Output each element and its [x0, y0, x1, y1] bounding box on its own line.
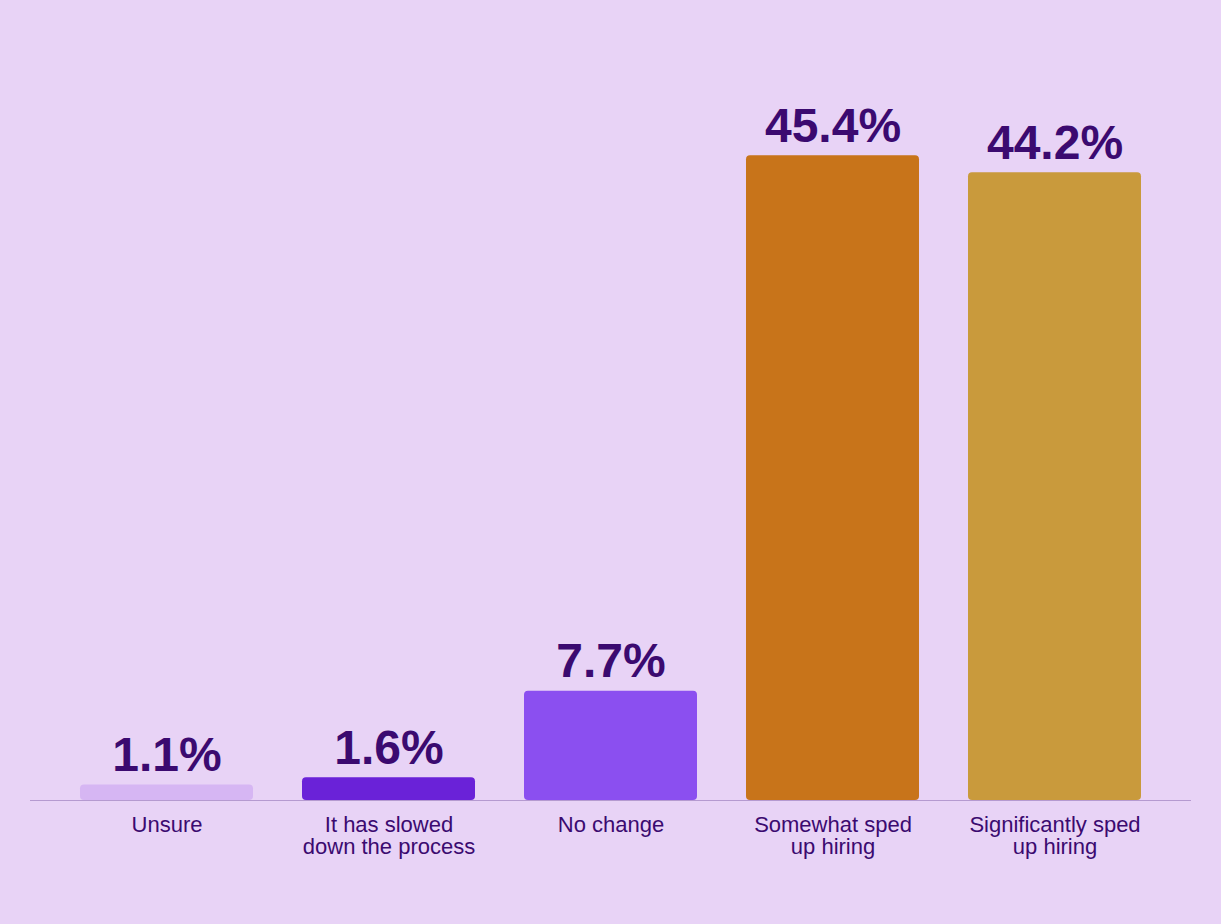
svg-text:Unsure: Unsure: [132, 812, 203, 837]
svg-text:1.6%: 1.6%: [334, 721, 443, 774]
svg-text:Significantly spedup hiring: Significantly spedup hiring: [969, 812, 1140, 859]
svg-text:7.7%: 7.7%: [556, 634, 665, 687]
svg-text:1.1%: 1.1%: [112, 728, 221, 781]
svg-text:No change: No change: [558, 812, 664, 837]
svg-text:45.4%: 45.4%: [765, 99, 901, 152]
svg-text:It has sloweddown the process: It has sloweddown the process: [303, 812, 475, 859]
svg-text:44.2%: 44.2%: [987, 116, 1123, 169]
svg-text:Somewhat spedup hiring: Somewhat spedup hiring: [754, 812, 912, 859]
